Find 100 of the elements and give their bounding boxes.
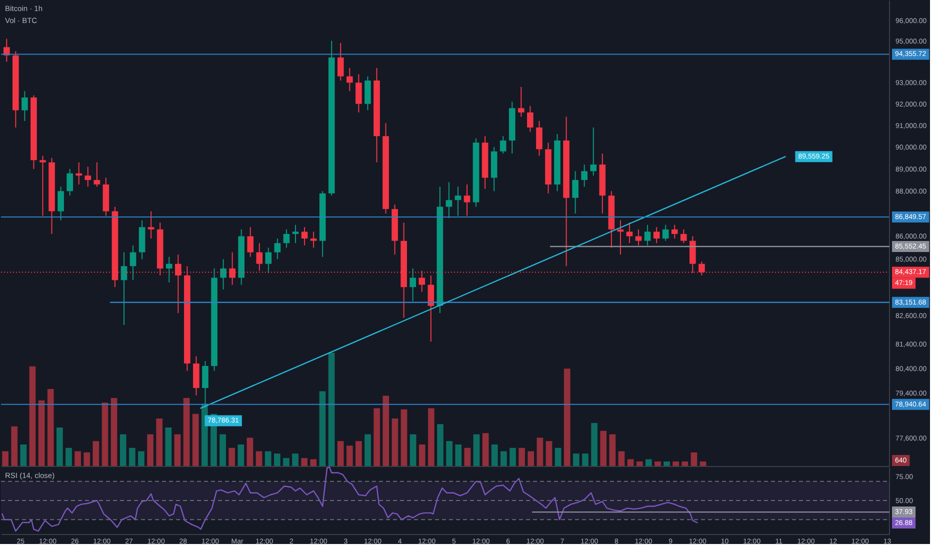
candlestick bbox=[500, 136, 506, 154]
bar bbox=[328, 352, 335, 466]
bar bbox=[220, 434, 226, 466]
bar bbox=[618, 451, 625, 466]
bar bbox=[120, 434, 126, 466]
bar bbox=[410, 434, 416, 466]
candlestick bbox=[346, 67, 353, 92]
bar bbox=[56, 428, 63, 466]
candlestick bbox=[148, 210, 154, 240]
candlestick bbox=[220, 258, 226, 290]
bar bbox=[238, 444, 244, 466]
bar bbox=[518, 448, 525, 466]
candlestick bbox=[410, 268, 416, 302]
bar bbox=[274, 454, 280, 466]
bar bbox=[11, 426, 18, 466]
bar bbox=[564, 368, 570, 466]
bar bbox=[500, 451, 507, 466]
candlestick bbox=[66, 168, 73, 196]
bar bbox=[374, 408, 380, 466]
bar bbox=[110, 398, 118, 466]
bar bbox=[165, 428, 172, 466]
candlestick bbox=[265, 247, 272, 274]
bar bbox=[246, 438, 254, 466]
candlestick bbox=[644, 224, 651, 246]
bar bbox=[20, 444, 27, 466]
bar bbox=[128, 448, 136, 466]
candlestick bbox=[626, 222, 633, 244]
bar bbox=[301, 458, 308, 466]
bar bbox=[283, 458, 290, 466]
bar bbox=[546, 441, 552, 466]
bar bbox=[664, 461, 670, 466]
bar bbox=[66, 448, 72, 466]
bar bbox=[84, 452, 90, 466]
bar bbox=[446, 441, 452, 466]
bar bbox=[256, 451, 262, 466]
bar bbox=[700, 461, 706, 466]
candlestick bbox=[653, 226, 660, 244]
bar bbox=[29, 366, 36, 466]
candlestick bbox=[58, 186, 64, 221]
candlestick bbox=[94, 162, 100, 188]
candlestick bbox=[590, 126, 597, 176]
candlestick bbox=[464, 184, 470, 216]
bar bbox=[74, 451, 81, 466]
bar bbox=[510, 448, 516, 466]
bar bbox=[364, 434, 371, 466]
candlestick bbox=[283, 228, 290, 248]
bar bbox=[582, 454, 588, 466]
candlestick bbox=[3, 38, 10, 62]
bar bbox=[528, 451, 534, 466]
bar bbox=[482, 433, 489, 466]
candlestick bbox=[337, 42, 344, 82]
candlestick bbox=[274, 238, 281, 260]
bar bbox=[554, 448, 562, 466]
candlestick bbox=[572, 170, 578, 214]
bar bbox=[491, 444, 498, 466]
bar bbox=[400, 409, 408, 466]
bar bbox=[428, 408, 434, 466]
candlestick bbox=[680, 228, 687, 244]
bar bbox=[183, 398, 190, 466]
bar bbox=[38, 400, 45, 466]
bar bbox=[690, 452, 698, 466]
bar bbox=[337, 441, 344, 466]
candlestick bbox=[536, 120, 542, 156]
bar bbox=[156, 418, 163, 466]
bar bbox=[455, 444, 462, 466]
bar bbox=[473, 434, 480, 466]
bar bbox=[2, 451, 8, 466]
bar bbox=[654, 461, 661, 466]
candlestick bbox=[22, 90, 28, 122]
bar bbox=[356, 441, 362, 466]
candlestick bbox=[84, 166, 92, 188]
candlestick bbox=[527, 106, 534, 132]
bar bbox=[536, 438, 544, 466]
bar bbox=[418, 444, 426, 466]
bar bbox=[464, 448, 471, 466]
bar bbox=[228, 448, 236, 466]
bar bbox=[47, 389, 54, 466]
bar bbox=[102, 402, 108, 466]
candlestick bbox=[364, 76, 371, 111]
bar bbox=[319, 391, 326, 466]
bar bbox=[636, 461, 643, 466]
bar bbox=[138, 451, 144, 466]
candlestick bbox=[356, 74, 362, 113]
bar bbox=[147, 434, 154, 466]
bar bbox=[672, 461, 680, 466]
bar bbox=[591, 422, 598, 466]
bar bbox=[382, 396, 390, 466]
candlestick bbox=[662, 224, 669, 242]
bar bbox=[600, 430, 607, 466]
candlestick bbox=[454, 186, 462, 216]
candlestick bbox=[301, 226, 308, 246]
candlestick bbox=[635, 228, 642, 246]
candlestick bbox=[76, 162, 82, 185]
candlestick bbox=[518, 86, 524, 118]
bar bbox=[392, 418, 398, 466]
candlestick bbox=[671, 224, 678, 240]
candlestick bbox=[310, 231, 317, 248]
bar bbox=[192, 414, 199, 466]
candlestick bbox=[130, 244, 136, 281]
bar bbox=[682, 461, 688, 466]
